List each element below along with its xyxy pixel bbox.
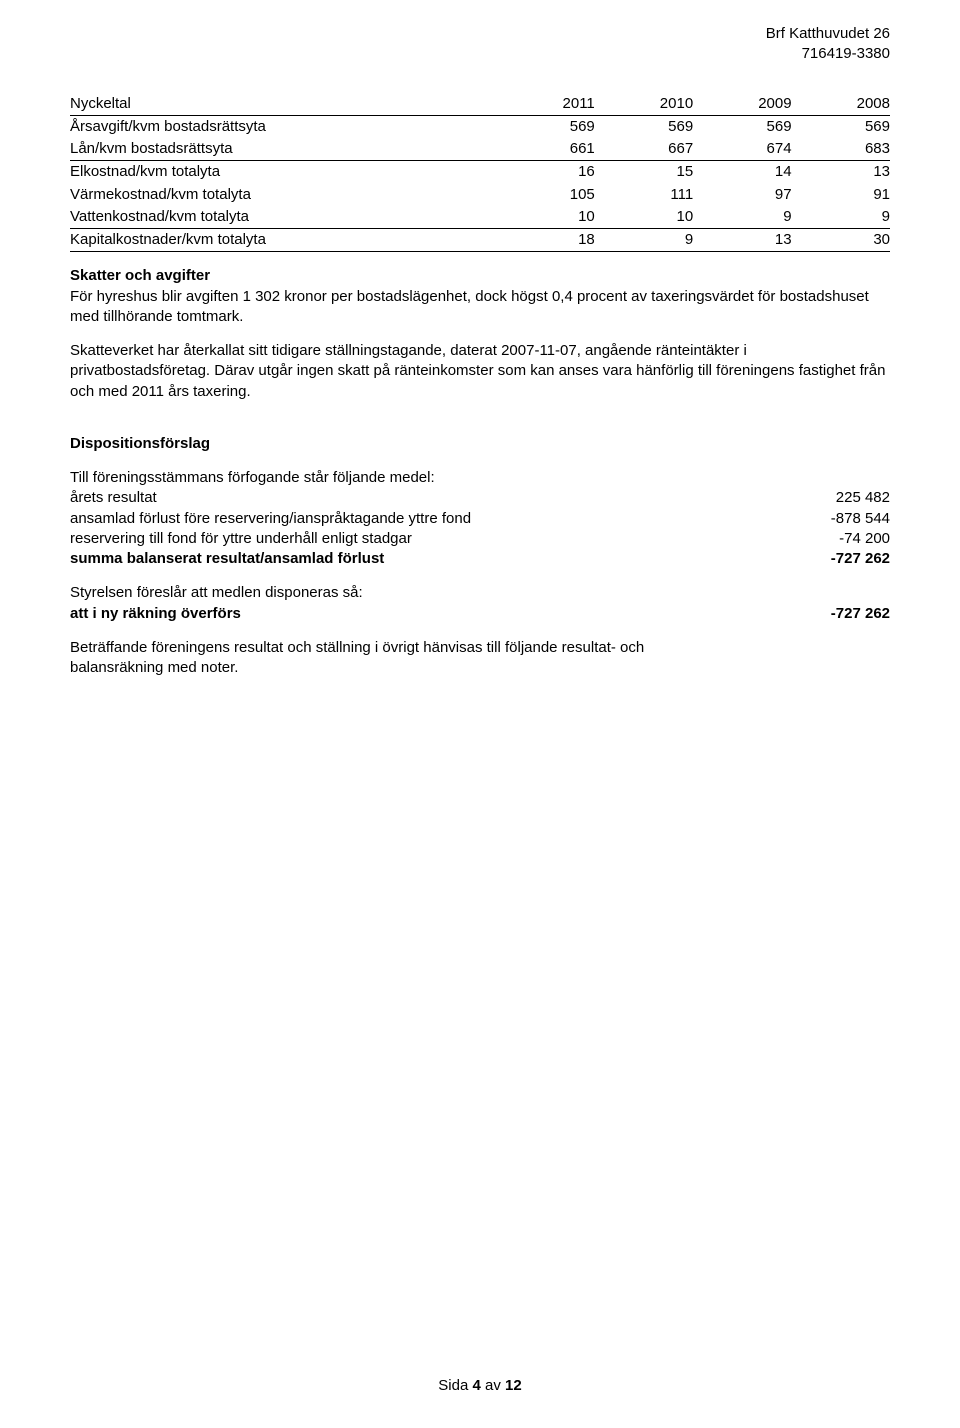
table-cell: Årsavgift/kvm bostadsrättsyta [70,115,496,138]
row-label: summa balanserat resultat/ansamlad förlu… [70,549,742,569]
table-cell: 16 [496,161,594,184]
table-row: Lån/kvm bostadsrättsyta661667674683 [70,138,890,161]
row-value: -727 262 [742,604,890,624]
table-row: att i ny räkning överförs-727 262 [70,604,890,624]
col-header: 2011 [496,93,594,116]
table-cell: 674 [693,138,791,161]
table-cell: 569 [693,115,791,138]
table-cell: 91 [792,184,890,206]
nyckeltal-table: Nyckeltal 2011 2010 2009 2008 Årsavgift/… [70,93,890,253]
table-cell: 9 [595,229,693,252]
document-header: Brf Katthuvudet 26 716419-3380 [70,24,890,65]
table-cell: 661 [496,138,594,161]
table-cell: 9 [693,206,791,229]
table-cell: 13 [693,229,791,252]
row-value: -74 200 [742,529,890,549]
disposition-table-2: att i ny räkning överförs-727 262 [70,604,890,624]
page-footer: Sida 4 av 12 [0,1376,960,1396]
row-value: -878 544 [742,509,890,529]
page-label-mid: av [481,1377,505,1394]
row-label: att i ny räkning överförs [70,604,742,624]
page-total: 12 [505,1377,522,1394]
disposition-intro-2: Styrelsen föreslår att medlen disponeras… [70,583,890,603]
table-cell: 10 [496,206,594,229]
col-header: Nyckeltal [70,93,496,116]
table-cell: 9 [792,206,890,229]
table-cell: Lån/kvm bostadsrättsyta [70,138,496,161]
table-cell: 569 [496,115,594,138]
row-label: reservering till fond för yttre underhål… [70,529,742,549]
table-row: Vattenkostnad/kvm totalyta101099 [70,206,890,229]
table-cell: 683 [792,138,890,161]
page-label-prefix: Sida [438,1377,472,1394]
col-header: 2008 [792,93,890,116]
row-label: årets resultat [70,488,742,508]
skatter-paragraph-2: Skatteverket har återkallat sitt tidigar… [70,341,890,402]
table-row: Värmekostnad/kvm totalyta1051119791 [70,184,890,206]
row-value: -727 262 [742,549,890,569]
table-row: årets resultat225 482 [70,488,890,508]
table-cell: 105 [496,184,594,206]
table-cell: 30 [792,229,890,252]
table-cell: Värmekostnad/kvm totalyta [70,184,496,206]
table-row: summa balanserat resultat/ansamlad förlu… [70,549,890,569]
col-header: 2009 [693,93,791,116]
table-cell: 111 [595,184,693,206]
table-row: Kapitalkostnader/kvm totalyta1891330 [70,229,890,252]
org-name: Brf Katthuvudet 26 [70,24,890,44]
table-cell: Kapitalkostnader/kvm totalyta [70,229,496,252]
section-heading: Dispositionsförslag [70,434,890,454]
table-cell: Elkostnad/kvm totalyta [70,161,496,184]
table-cell: 569 [595,115,693,138]
table-cell: 15 [595,161,693,184]
table-cell: 14 [693,161,791,184]
row-value: 225 482 [742,488,890,508]
disposition-table: årets resultat225 482ansamlad förlust fö… [70,488,890,569]
row-label: ansamlad förlust före reservering/ianspr… [70,509,742,529]
table-cell: Vattenkostnad/kvm totalyta [70,206,496,229]
paragraph: För hyreshus blir avgiften 1 302 kronor … [70,287,890,328]
table-cell: 667 [595,138,693,161]
table-row: Elkostnad/kvm totalyta16151413 [70,161,890,184]
table-row: reservering till fond för yttre underhål… [70,529,890,549]
table-cell: 569 [792,115,890,138]
page-number: 4 [472,1377,480,1394]
table-header-row: Nyckeltal 2011 2010 2009 2008 [70,93,890,116]
org-number: 716419-3380 [70,44,890,64]
table-cell: 18 [496,229,594,252]
table-row: ansamlad förlust före reservering/ianspr… [70,509,890,529]
disposition-section: Dispositionsförslag Till föreningsstämma… [70,434,890,570]
skatter-section: Skatter och avgifter För hyreshus blir a… [70,266,890,327]
table-cell: 10 [595,206,693,229]
closing-paragraph: Beträffande föreningens resultat och stä… [70,638,670,679]
table-cell: 97 [693,184,791,206]
disposition-intro: Till föreningsstämmans förfogande står f… [70,468,890,488]
table-row: Årsavgift/kvm bostadsrättsyta56956956956… [70,115,890,138]
table-cell: 13 [792,161,890,184]
section-heading: Skatter och avgifter [70,266,890,286]
col-header: 2010 [595,93,693,116]
